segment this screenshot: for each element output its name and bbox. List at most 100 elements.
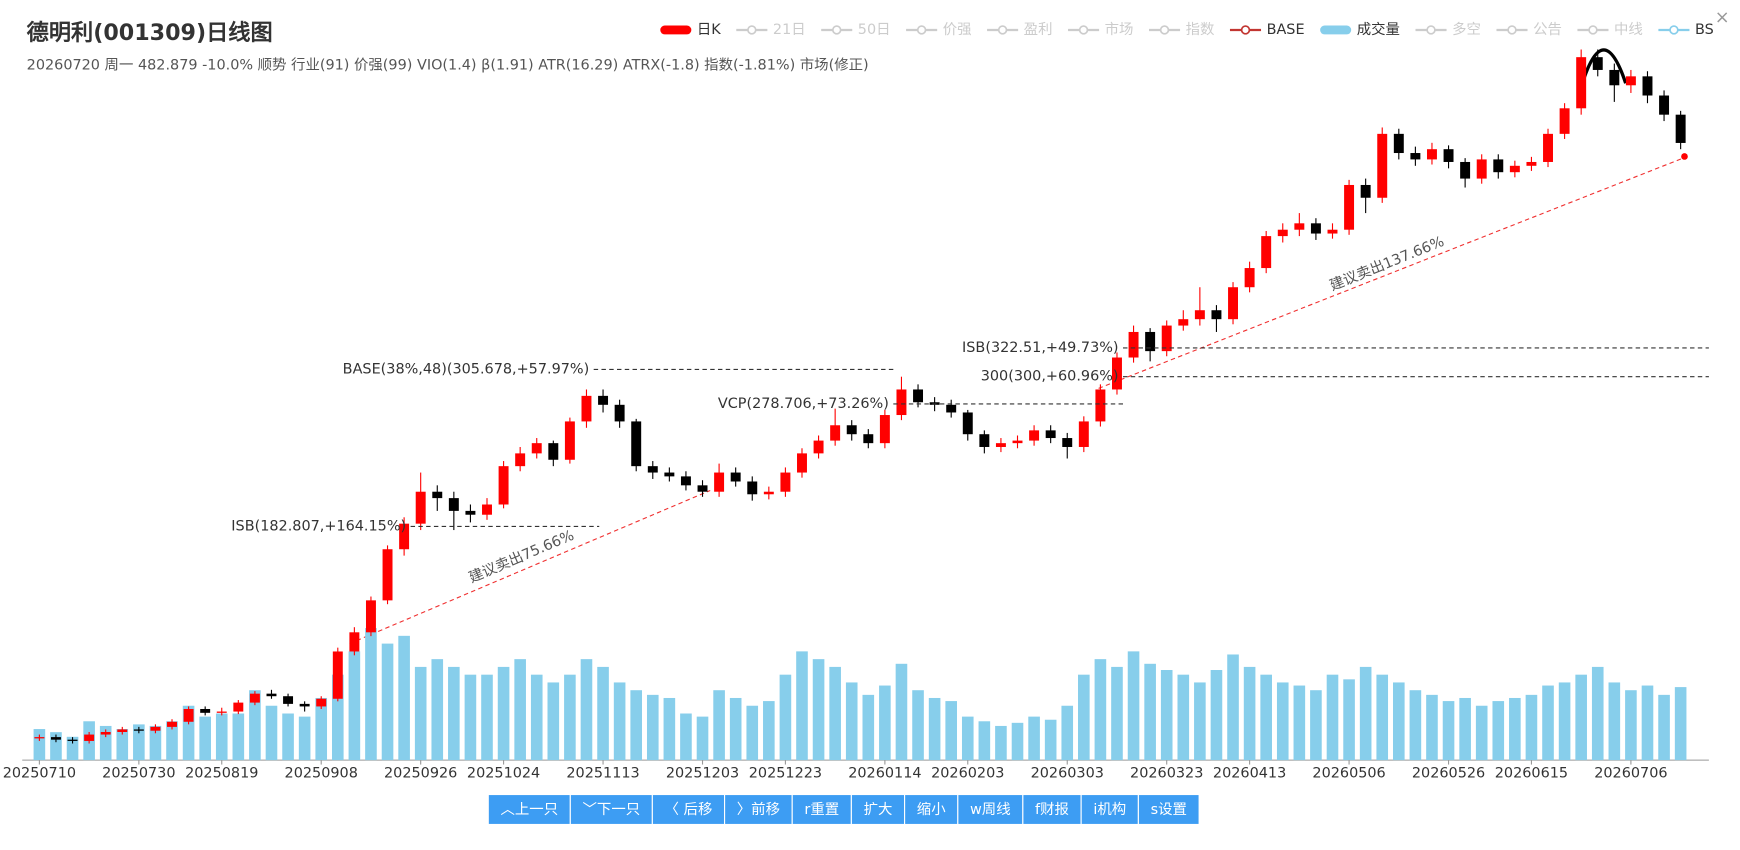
- button-label[interactable]: w周线: [970, 801, 1011, 818]
- legend-label[interactable]: 盈利: [1024, 21, 1053, 38]
- button-label[interactable]: 扩大: [864, 801, 893, 818]
- volume-bar: [530, 674, 543, 761]
- candle-body: [1128, 331, 1139, 358]
- volume-bar: [1044, 719, 1057, 761]
- candle-body: [1244, 268, 1255, 288]
- toolbar-button[interactable]: 缩小: [904, 793, 959, 826]
- legend-label[interactable]: 50日: [858, 22, 891, 38]
- volume-bar: [580, 659, 593, 761]
- volume-bar: [564, 674, 576, 761]
- legend-label[interactable]: 日K: [697, 22, 721, 38]
- annotation-label: ISB(322.51,+49.73%): [962, 340, 1119, 356]
- button-bg: [904, 793, 959, 826]
- legend-icon: [1320, 25, 1352, 35]
- x-tick-label: 20260706: [1594, 765, 1667, 781]
- x-tick-label: 20250819: [185, 765, 258, 781]
- toolbar-button[interactable]: i机构: [1080, 793, 1139, 826]
- volume-bar: [547, 682, 560, 761]
- legend-label[interactable]: BS: [1695, 22, 1714, 38]
- button-label[interactable]: s设置: [1151, 801, 1187, 818]
- annotation-label: BASE(38%,48)(305.678,+57.97%): [343, 361, 590, 377]
- toolbar-button[interactable]: w周线: [957, 793, 1024, 826]
- volume-bar: [1276, 682, 1289, 761]
- legend-icon: [1078, 25, 1089, 35]
- legend-label[interactable]: 指数: [1186, 21, 1215, 38]
- volume-bar: [763, 701, 775, 761]
- volume-bar: [315, 697, 328, 761]
- candle-body: [1443, 149, 1454, 162]
- button-bg: [1022, 793, 1082, 826]
- volume-bar: [779, 674, 792, 761]
- volume-bar: [961, 716, 974, 761]
- candle-body: [1310, 223, 1321, 234]
- volume-bar: [1160, 670, 1173, 761]
- toolbar-button[interactable]: f财报: [1022, 793, 1082, 826]
- button-label[interactable]: ︿上一只: [500, 801, 558, 818]
- candle-body: [581, 395, 592, 422]
- x-tick-label: 20250908: [285, 765, 358, 781]
- volume-bar: [646, 694, 659, 761]
- candle-body: [1509, 165, 1520, 173]
- toolbar-button[interactable]: ﹀下一只: [569, 793, 653, 826]
- legend-icon: [916, 25, 927, 35]
- chart-subtitle: 20260720 周一 482.879 -10.0% 顺势 行业(91) 价强(…: [27, 56, 869, 73]
- legend-label[interactable]: 中线: [1614, 21, 1643, 38]
- legend-label[interactable]: 公告: [1533, 21, 1562, 38]
- volume-bar: [862, 694, 875, 761]
- legend-icon: [1588, 25, 1598, 35]
- candle-body: [598, 395, 609, 405]
- button-label[interactable]: ﹀下一只: [583, 801, 641, 818]
- toolbar-button[interactable]: 〉前移: [724, 793, 793, 826]
- toolbar-button[interactable]: ︿上一只: [487, 793, 571, 826]
- candle-body: [216, 711, 227, 713]
- candle-body: [1112, 357, 1122, 390]
- button-label[interactable]: r重置: [804, 801, 839, 818]
- legend-label[interactable]: 21日: [773, 22, 806, 38]
- toolbar-button[interactable]: r重置: [791, 793, 852, 826]
- x-tick-label: 20260526: [1412, 765, 1485, 781]
- volume-bar: [1542, 685, 1554, 761]
- candle-body: [830, 425, 841, 441]
- candle-body: [233, 702, 244, 712]
- volume-bar: [1293, 685, 1306, 761]
- button-bg: [1137, 793, 1200, 826]
- volume-bar: [464, 674, 477, 761]
- toolbar-button[interactable]: 扩大: [850, 793, 906, 826]
- button-label[interactable]: f财报: [1035, 801, 1069, 818]
- volume-bar: [514, 659, 526, 761]
- toolbar-button[interactable]: 〈 后移: [651, 793, 726, 826]
- button-label[interactable]: i机构: [1093, 801, 1126, 818]
- volume-bar: [116, 729, 129, 761]
- button-label[interactable]: 〈 后移: [665, 801, 713, 818]
- candle-body: [1294, 223, 1305, 230]
- button-bg: [1080, 793, 1139, 826]
- candle-body: [465, 510, 476, 515]
- close-button[interactable]: ×: [1715, 8, 1730, 28]
- candle-body: [730, 472, 741, 482]
- toolbar-button[interactable]: s设置: [1137, 793, 1200, 826]
- volume-bar: [50, 732, 62, 761]
- button-label[interactable]: 缩小: [917, 801, 946, 818]
- x-tick-label: 20251024: [467, 765, 540, 781]
- legend-icon: [1669, 25, 1679, 35]
- volume-bar: [1674, 687, 1687, 761]
- legend-label[interactable]: 多空: [1452, 21, 1481, 38]
- candle-body: [1327, 229, 1338, 234]
- volume-bar: [945, 701, 957, 761]
- volume-bar: [1409, 690, 1422, 761]
- candle-body: [680, 476, 691, 486]
- legend-label[interactable]: 成交量: [1357, 20, 1400, 38]
- legend-label[interactable]: BASE: [1267, 22, 1305, 38]
- top-arc: [1580, 48, 1628, 84]
- legend-label[interactable]: 市场: [1105, 21, 1134, 38]
- candle-body: [1228, 287, 1238, 320]
- candle-body: [631, 421, 642, 467]
- trend-label: 建议卖出75.66%: [466, 527, 576, 587]
- volume-bar: [1111, 666, 1123, 761]
- candle-body: [167, 721, 177, 727]
- button-label[interactable]: 〉前移: [737, 801, 780, 818]
- candle-body: [266, 693, 277, 697]
- x-tick-label: 20250730: [102, 765, 175, 781]
- candle-body: [1476, 159, 1487, 179]
- legend-label[interactable]: 价强: [943, 22, 972, 38]
